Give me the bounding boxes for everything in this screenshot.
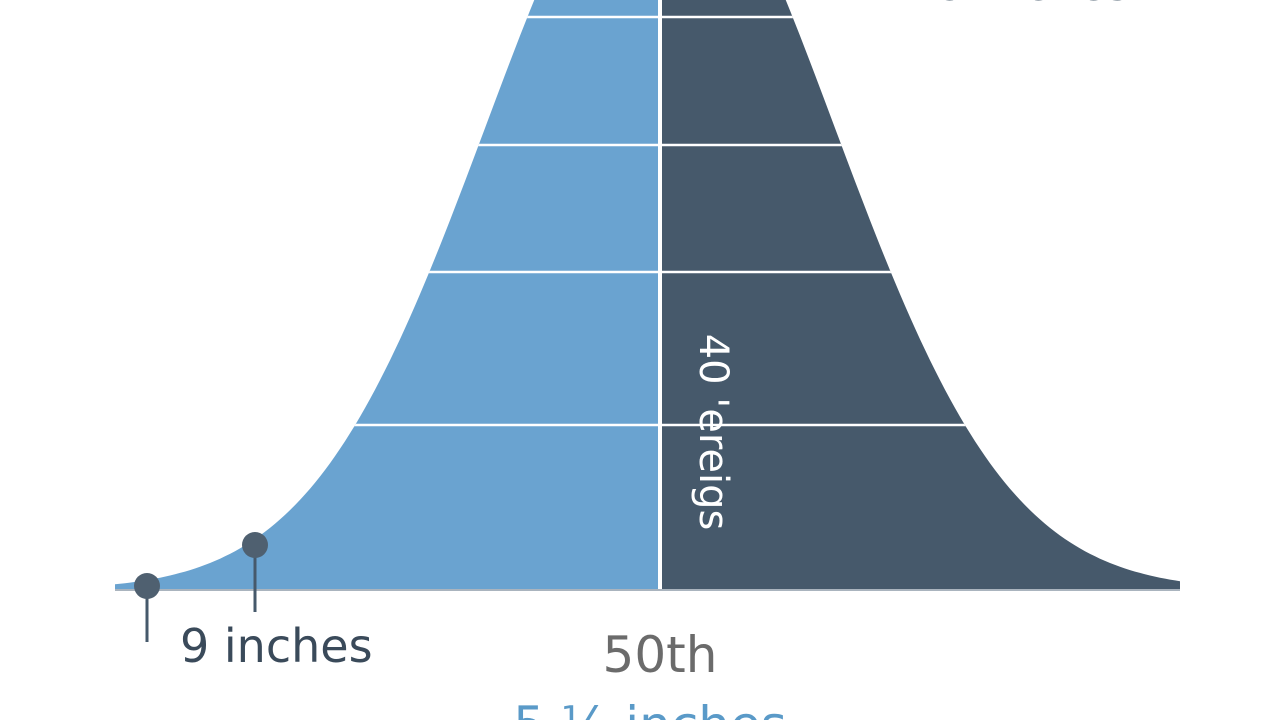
rotated-label: 40 'ereigs — [690, 334, 736, 531]
curve-fill — [115, 0, 1180, 590]
center-label: 50th — [603, 626, 718, 684]
top-right-label: 9 inches — [937, 0, 1130, 11]
marker-dot — [242, 532, 268, 558]
bottom-label: 5 ½ inches — [513, 696, 787, 720]
marker-dot — [134, 573, 160, 599]
left-label: 9 inches — [180, 619, 373, 673]
left-half — [115, 0, 660, 590]
right-half — [660, 0, 1180, 590]
